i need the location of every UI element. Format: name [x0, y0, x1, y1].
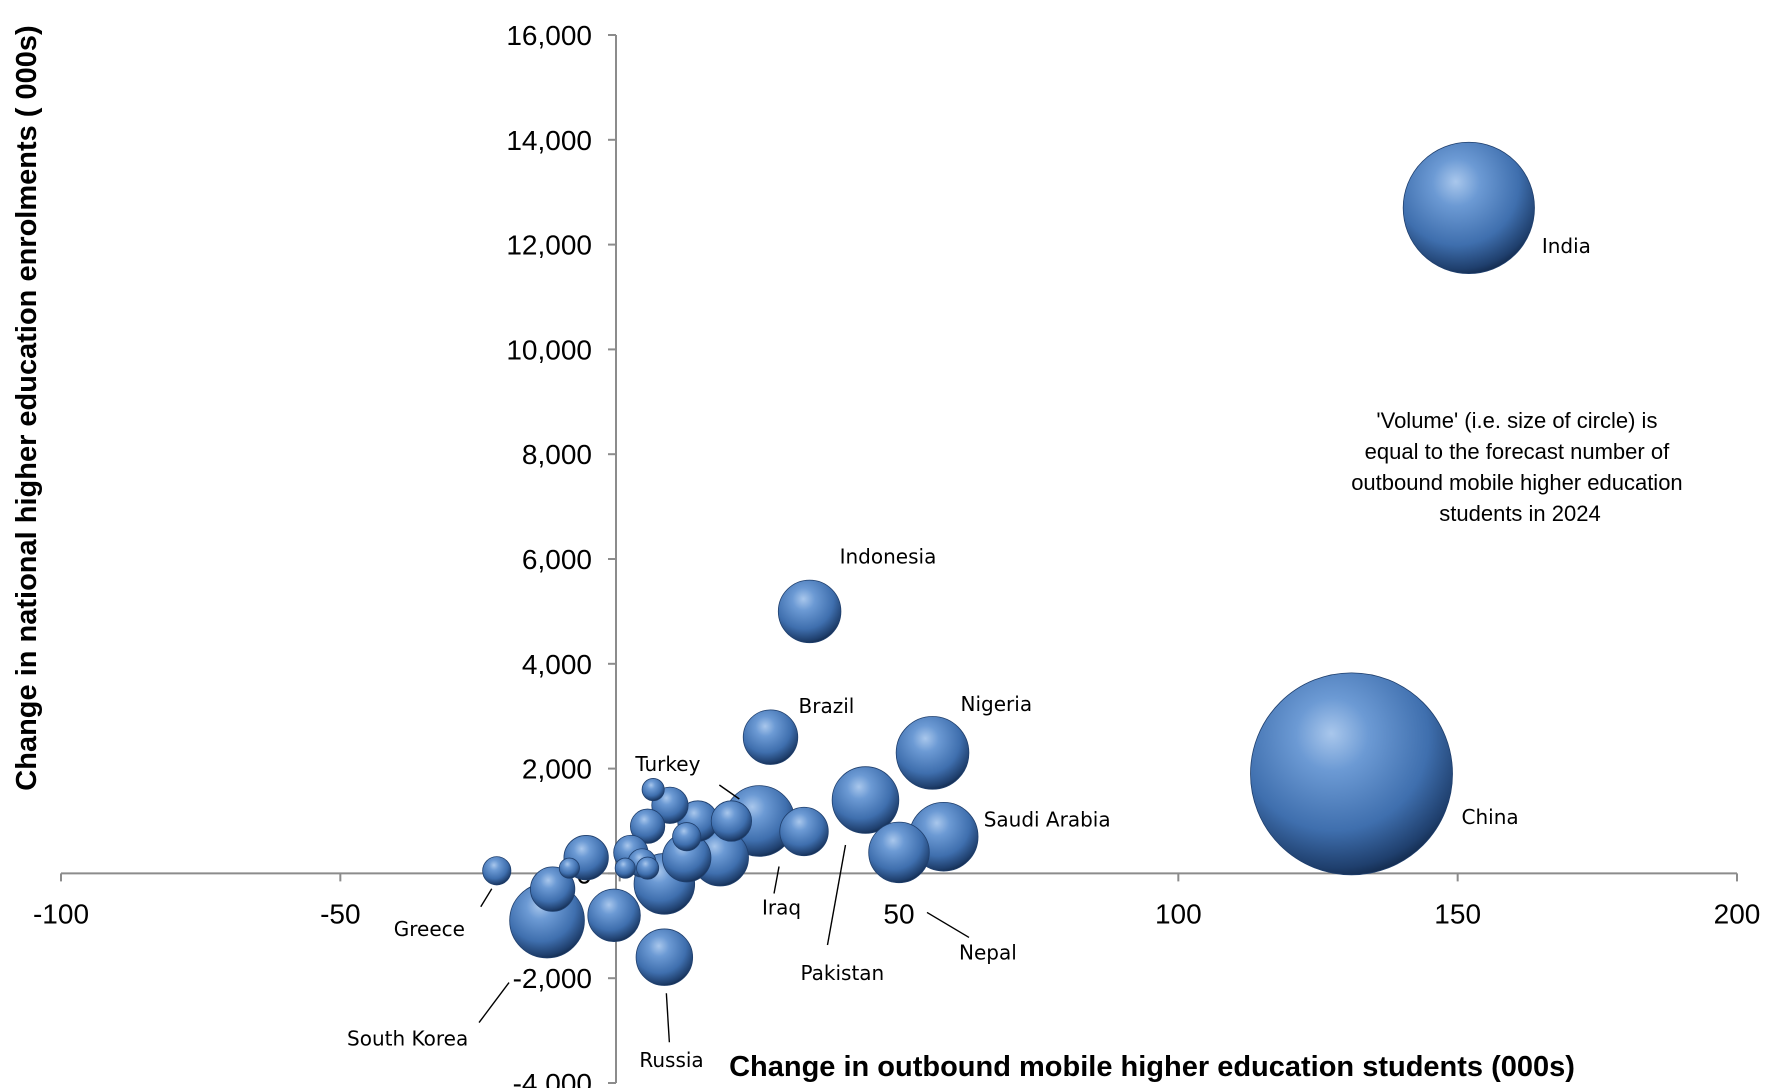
y-tick-label: 12,000 — [506, 230, 592, 261]
label-pakistan: Pakistan — [800, 961, 884, 985]
bubble — [672, 822, 702, 852]
leader-line — [665, 993, 671, 1043]
bubble-brazil — [742, 709, 799, 765]
bubble — [630, 808, 666, 844]
bubble-nepal — [868, 821, 930, 884]
x-tick-label: 200 — [1714, 898, 1761, 929]
label-india: India — [1542, 234, 1591, 258]
annotation-line: 'Volume' (i.e. size of circle) is — [1376, 408, 1657, 433]
x-tick-label: -100 — [33, 898, 89, 929]
label-turkey: Turkey — [634, 752, 700, 776]
bubble-russia — [635, 928, 694, 986]
y-tick-label: 14,000 — [506, 125, 592, 156]
y-axis-title: Change in national higher education enro… — [11, 25, 43, 790]
leader-line — [773, 866, 780, 894]
leader-line — [478, 982, 510, 1023]
y-tick-label: 2,000 — [522, 754, 592, 785]
y-tick-label: 10,000 — [506, 334, 592, 365]
annotation-line: students in 2024 — [1439, 501, 1600, 526]
leader-line — [480, 888, 493, 908]
leader-line — [718, 784, 740, 800]
leader-line — [926, 911, 970, 939]
y-tick-label: 16,000 — [506, 20, 592, 51]
label-russia: Russia — [639, 1048, 703, 1072]
label-brazil: Brazil — [799, 694, 855, 718]
label-nepal: Nepal — [959, 940, 1017, 964]
bubble-iraq — [779, 806, 829, 857]
label-greece: Greece — [394, 917, 465, 941]
x-tick-label: 100 — [1155, 898, 1202, 929]
x-tick-label: -50 — [320, 898, 360, 929]
label-iraq: Iraq — [762, 895, 801, 919]
leader-line — [826, 844, 847, 946]
label-china: China — [1462, 805, 1519, 829]
leader-lines — [478, 784, 970, 1043]
bubble-labels: India China Indonesia Nigeria Saudi Arabia Br… — [347, 234, 1591, 1072]
label-south-korea: South Korea — [347, 1027, 468, 1051]
bubble — [530, 866, 576, 912]
x-tick-label: 150 — [1434, 898, 1481, 929]
bubble — [710, 800, 753, 842]
bubble — [614, 857, 636, 879]
bubble-india — [1402, 141, 1535, 274]
bubble — [636, 856, 660, 880]
volume-annotation: 'Volume' (i.e. size of circle) is equal … — [1351, 408, 1689, 526]
y-tick-label: 8,000 — [522, 439, 592, 470]
bubble-nigeria — [895, 716, 970, 790]
label-nigeria: Nigeria — [961, 692, 1033, 716]
bubble-china — [1250, 672, 1453, 876]
label-saudi-arabia: Saudi Arabia — [984, 808, 1111, 832]
bubble — [558, 857, 580, 879]
bubble-pakistan — [831, 766, 900, 834]
y-tick-label: 6,000 — [522, 544, 592, 575]
y-tick-label: 4,000 — [522, 649, 592, 680]
bubble-indonesia — [777, 579, 842, 644]
y-tick-label: -4,000 — [513, 1068, 592, 1088]
annotation-line: outbound mobile higher education — [1351, 470, 1682, 495]
bubble — [641, 778, 665, 802]
bubbles — [482, 141, 1535, 986]
x-tick-label: 50 — [883, 898, 914, 929]
label-indonesia: Indonesia — [840, 544, 937, 568]
x-axis-title: Change in outbound mobile higher educati… — [729, 1051, 1575, 1083]
annotation-line: equal to the forecast number of — [1365, 439, 1670, 464]
bubble — [587, 888, 641, 942]
bubble-greece — [482, 856, 512, 886]
y-tick-label: -2,000 — [513, 963, 592, 994]
